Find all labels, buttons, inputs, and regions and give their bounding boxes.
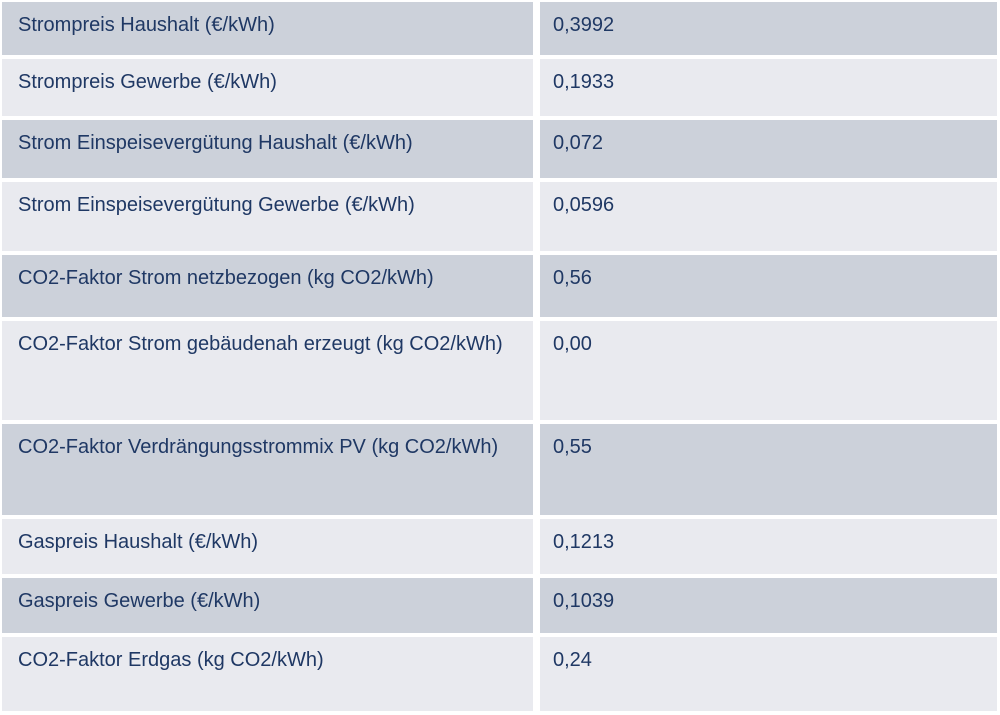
- table-row: CO2-Faktor Verdrängungsstrommix PV (kg C…: [2, 424, 997, 515]
- table-row: Gaspreis Gewerbe (€/kWh) 0,1039: [2, 578, 997, 633]
- parameter-value: 0,56: [540, 255, 997, 317]
- table-row: CO2-Faktor Erdgas (kg CO2/kWh) 0,24: [2, 637, 997, 711]
- parameter-value: 0,1213: [540, 519, 997, 574]
- table-row: Strompreis Gewerbe (€/kWh) 0,1933: [2, 59, 997, 116]
- parameter-value: 0,0596: [540, 182, 997, 251]
- parameter-label: CO2-Faktor Strom netzbezogen (kg CO2/kWh…: [2, 255, 533, 317]
- parameter-label: Strom Einspeisevergütung Haushalt (€/kWh…: [2, 120, 533, 178]
- parameter-value: 0,072: [540, 120, 997, 178]
- table-row: Gaspreis Haushalt (€/kWh) 0,1213: [2, 519, 997, 574]
- parameter-value: 0,1039: [540, 578, 997, 633]
- parameter-label: Strompreis Haushalt (€/kWh): [2, 2, 533, 55]
- parameter-value: 0,1933: [540, 59, 997, 116]
- parameter-value: 0,24: [540, 637, 997, 711]
- parameter-label: Gaspreis Haushalt (€/kWh): [2, 519, 533, 574]
- parameter-value: 0,55: [540, 424, 997, 515]
- parameter-label: Gaspreis Gewerbe (€/kWh): [2, 578, 533, 633]
- parameter-label: CO2-Faktor Verdrängungsstrommix PV (kg C…: [2, 424, 533, 515]
- table-row: Strom Einspeisevergütung Haushalt (€/kWh…: [2, 120, 997, 178]
- table-row: Strompreis Haushalt (€/kWh) 0,3992: [2, 2, 997, 55]
- table-row: CO2-Faktor Strom netzbezogen (kg CO2/kWh…: [2, 255, 997, 317]
- parameter-value: 0,3992: [540, 2, 997, 55]
- parameter-label: Strompreis Gewerbe (€/kWh): [2, 59, 533, 116]
- parameter-value: 0,00: [540, 321, 997, 420]
- parameter-label: CO2-Faktor Erdgas (kg CO2/kWh): [2, 637, 533, 711]
- parameter-label: CO2-Faktor Strom gebäudenah erzeugt (kg …: [2, 321, 533, 420]
- parameter-label: Strom Einspeisevergütung Gewerbe (€/kWh): [2, 182, 533, 251]
- table-row: Strom Einspeisevergütung Gewerbe (€/kWh)…: [2, 182, 997, 251]
- table-row: CO2-Faktor Strom gebäudenah erzeugt (kg …: [2, 321, 997, 420]
